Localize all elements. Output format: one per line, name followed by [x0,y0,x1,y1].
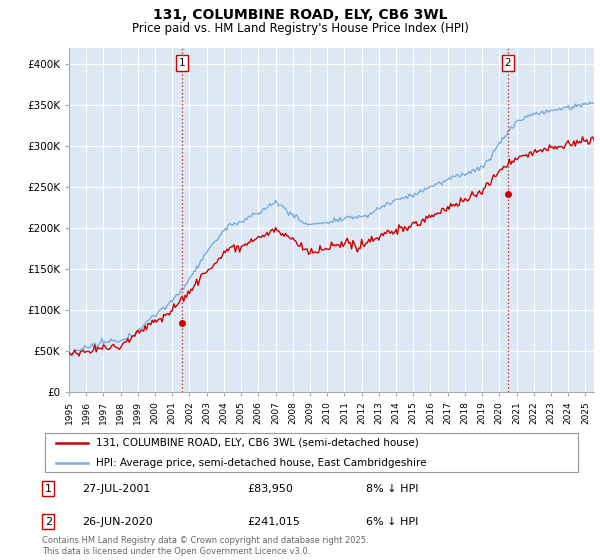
Text: Price paid vs. HM Land Registry's House Price Index (HPI): Price paid vs. HM Land Registry's House … [131,22,469,35]
Text: 1: 1 [179,58,185,68]
Text: 2: 2 [45,517,52,527]
Text: HPI: Average price, semi-detached house, East Cambridgeshire: HPI: Average price, semi-detached house,… [96,458,427,468]
Text: £83,950: £83,950 [247,484,293,494]
Text: 8% ↓ HPI: 8% ↓ HPI [366,484,419,494]
Text: £241,015: £241,015 [247,517,300,527]
Text: 6% ↓ HPI: 6% ↓ HPI [366,517,418,527]
Text: 131, COLUMBINE ROAD, ELY, CB6 3WL (semi-detached house): 131, COLUMBINE ROAD, ELY, CB6 3WL (semi-… [96,438,419,448]
Text: 1: 1 [45,484,52,494]
FancyBboxPatch shape [45,433,578,472]
Text: 2: 2 [504,58,511,68]
Text: Contains HM Land Registry data © Crown copyright and database right 2025.
This d: Contains HM Land Registry data © Crown c… [42,536,368,556]
Text: 26-JUN-2020: 26-JUN-2020 [83,517,153,527]
Text: 131, COLUMBINE ROAD, ELY, CB6 3WL: 131, COLUMBINE ROAD, ELY, CB6 3WL [153,8,447,22]
Text: 27-JUL-2001: 27-JUL-2001 [83,484,151,494]
